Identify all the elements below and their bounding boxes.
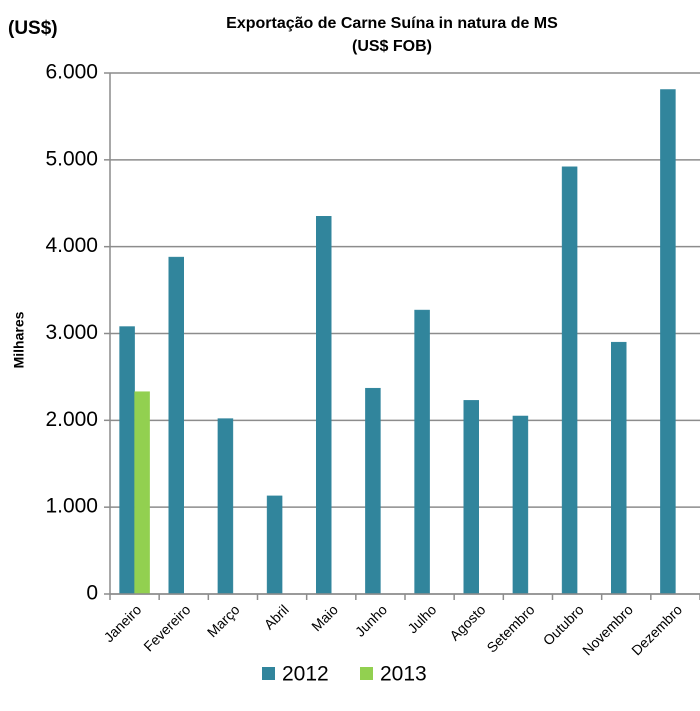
x-tick-label: Fevereiro [140, 601, 193, 654]
x-tick-label: Novembro [579, 601, 636, 658]
bar [217, 418, 234, 595]
x-tick-label: Dezembro [628, 601, 685, 658]
y-tick-label: 5.000 [45, 147, 98, 170]
legend-label: 2013 [380, 663, 427, 686]
bar [463, 400, 479, 595]
legend-label: 2012 [282, 663, 329, 686]
bar [512, 415, 529, 595]
bar [365, 387, 381, 595]
x-tick-label: Outubro [540, 601, 587, 648]
bar [134, 391, 150, 595]
y-tick-label: 6.000 [45, 61, 98, 84]
x-tick-label: Junho [352, 601, 390, 639]
bar [119, 326, 135, 595]
y-tick-label: 1.000 [45, 495, 98, 518]
bar [660, 89, 676, 595]
y-tick-label: 0 [86, 582, 98, 605]
chart-title: Exportação de Carne Suína in natura de M… [226, 15, 558, 32]
x-tick-label: Maio [308, 601, 341, 634]
y-tick-label: 4.000 [45, 234, 98, 257]
x-tick-label: Setembro [483, 601, 537, 655]
x-tick-label: Janeiro [101, 601, 145, 645]
bar [266, 495, 283, 595]
bar [316, 216, 332, 595]
y-tick-label: 2.000 [45, 408, 98, 431]
x-tick-label: Março [204, 601, 243, 640]
chart-subtitle: (US$ FOB) [352, 38, 432, 55]
x-tick-label: Agosto [446, 601, 488, 643]
bar [414, 309, 430, 595]
x-tick-label: Abril [261, 601, 292, 632]
bar [611, 341, 627, 595]
legend-swatch [360, 667, 373, 680]
x-tick-label: Julho [404, 601, 439, 636]
bar [561, 166, 578, 595]
bar [168, 256, 184, 595]
y-axis-label: Milhares [11, 311, 27, 368]
y-tick-label: 3.000 [45, 321, 98, 344]
unit-label: (US$) [8, 18, 58, 39]
legend-swatch [262, 667, 275, 680]
